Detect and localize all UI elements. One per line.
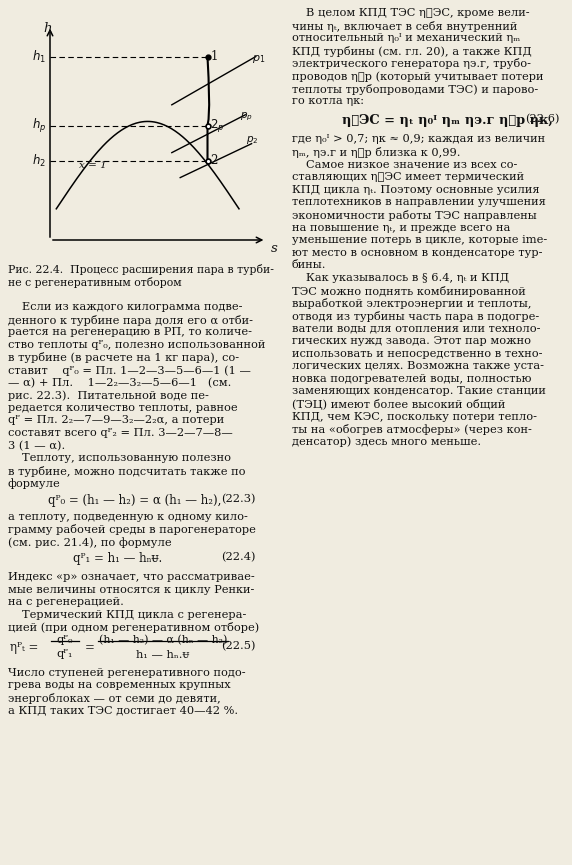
Text: относительный η₀ᴵ и механический ηₘ: относительный η₀ᴵ и механический ηₘ xyxy=(292,33,521,43)
Text: рается на регенерацию в РП, то количе-: рается на регенерацию в РП, то количе- xyxy=(8,327,252,337)
Text: логических целях. Возможна также уста-: логических целях. Возможна также уста- xyxy=(292,362,544,371)
Text: чины ηₜ, включает в себя внутренний: чины ηₜ, включает в себя внутренний xyxy=(292,21,518,32)
Text: (22.5): (22.5) xyxy=(221,641,256,651)
Text: теплоты трубопроводами ТЭС) и парово-: теплоты трубопроводами ТЭС) и парово- xyxy=(292,84,538,94)
Text: редается количество теплоты, равное: редается количество теплоты, равное xyxy=(8,403,237,413)
Text: ставит    qᴾ₀ = Пл. 1—2—3—5—6—1 (1 —: ставит qᴾ₀ = Пл. 1—2—3—5—6—1 (1 — xyxy=(8,365,251,375)
Text: в турбине (в расчете на 1 кг пара), со-: в турбине (в расчете на 1 кг пара), со- xyxy=(8,352,239,363)
Text: не с регенеративным отбором: не с регенеративным отбором xyxy=(8,277,182,288)
Text: а теплоту, подведенную к одному кило-: а теплоту, подведенную к одному кило- xyxy=(8,511,248,522)
Text: $p_2$: $p_2$ xyxy=(247,134,259,146)
Text: (см. рис. 21.4), по формуле: (см. рис. 21.4), по формуле xyxy=(8,537,172,548)
Text: $h_2$: $h_2$ xyxy=(32,153,46,169)
Text: использовать и непосредственно в техно-: использовать и непосредственно в техно- xyxy=(292,349,542,359)
Text: на с регенерацией.: на с регенерацией. xyxy=(8,597,124,607)
Text: h₁ — hₙ.ᵾ: h₁ — hₙ.ᵾ xyxy=(136,650,190,660)
Text: =: = xyxy=(85,641,95,654)
Text: грева воды на современных крупных: грева воды на современных крупных xyxy=(8,680,231,690)
Text: Как указывалось в § 6.4, ηₜ и КПД: Как указывалось в § 6.4, ηₜ и КПД xyxy=(306,273,509,283)
Text: мые величины относятся к циклу Ренки-: мые величины относятся к циклу Ренки- xyxy=(8,585,255,594)
Text: составят всего qᴾ₂ = Пл. 3—2—7—8—: составят всего qᴾ₂ = Пл. 3—2—7—8— xyxy=(8,428,233,438)
Text: уменьшение потерь в цикле, которые ime-: уменьшение потерь в цикле, которые ime- xyxy=(292,235,547,245)
Text: а КПД таких ТЭС достигает 40—42 %.: а КПД таких ТЭС достигает 40—42 %. xyxy=(8,705,238,715)
Text: (22.6): (22.6) xyxy=(526,114,560,124)
Text: Индекс «р» означает, что рассматривае-: Индекс «р» означает, что рассматривае- xyxy=(8,572,255,582)
Text: экономичности работы ТЭС направлены: экономичности работы ТЭС направлены xyxy=(292,210,537,221)
Text: выработкой электроэнергии и теплоты,: выработкой электроэнергии и теплоты, xyxy=(292,298,531,309)
Text: s: s xyxy=(271,242,277,255)
Text: КПД турбины (см. гл. 20), а также КПД: КПД турбины (см. гл. 20), а также КПД xyxy=(292,46,532,57)
Text: ставляющих ηᐢЭС имеет термический: ставляющих ηᐢЭС имеет термический xyxy=(292,172,524,183)
Text: КПД цикла ηₜ. Поэтому основные усилия: КПД цикла ηₜ. Поэтому основные усилия xyxy=(292,185,539,195)
Text: ηᴾₜ =: ηᴾₜ = xyxy=(10,641,38,654)
Text: qᴾ₁: qᴾ₁ xyxy=(57,649,73,659)
Text: qᴾ₁ = h₁ — hₙᵾ.: qᴾ₁ = h₁ — hₙᵾ. xyxy=(73,553,162,566)
Text: 3 (1 — α).: 3 (1 — α). xyxy=(8,440,65,451)
Text: формуле: формуле xyxy=(8,478,61,490)
Text: рис. 22.3).  Питательной воде пе-: рис. 22.3). Питательной воде пе- xyxy=(8,390,209,400)
Text: Теплоту, использованную полезно: Теплоту, использованную полезно xyxy=(22,453,231,463)
Text: $2_p$: $2_p$ xyxy=(210,117,225,134)
Text: $h_1$: $h_1$ xyxy=(32,49,46,65)
Text: Если из каждого килограмма подве-: Если из каждого килограмма подве- xyxy=(22,302,243,312)
Text: го котла ηк:: го котла ηк: xyxy=(292,96,364,106)
Text: ство теплоты qᴾ₀, полезно использованной: ство теплоты qᴾ₀, полезно использованной xyxy=(8,340,265,349)
Text: Число ступеней регенеративного подо-: Число ступеней регенеративного подо- xyxy=(8,668,245,677)
Text: энергоблоках — от семи до девяти,: энергоблоках — от семи до девяти, xyxy=(8,693,221,704)
Text: ηₘ, ηэ.г и ηᐢр близка к 0,99.: ηₘ, ηэ.г и ηᐢр близка к 0,99. xyxy=(292,147,460,158)
Text: $p_p$: $p_p$ xyxy=(240,111,253,124)
Text: x = 1: x = 1 xyxy=(80,161,107,170)
Text: теплотехников в направлении улучшения: теплотехников в направлении улучшения xyxy=(292,197,546,208)
Text: грамму рабочей среды в парогенераторе: грамму рабочей среды в парогенераторе xyxy=(8,524,256,535)
Text: ηᐢЭС = ηₜ η₀ᴵ ηₘ ηэ.г ηᐢр ηк,: ηᐢЭС = ηₜ η₀ᴵ ηₘ ηэ.г ηᐢр ηк, xyxy=(342,114,553,127)
Text: проводов ηᐢр (который учитывает потери: проводов ηᐢр (который учитывает потери xyxy=(292,71,543,81)
Text: 2: 2 xyxy=(210,155,218,168)
Text: (h₁ — h₂) — α (hₙ — h₂): (h₁ — h₂) — α (hₙ — h₂) xyxy=(99,635,227,645)
Text: бины.: бины. xyxy=(292,260,327,271)
Text: где η₀ᴵ > 0,7; ηк ≈ 0,9; каждая из величин: где η₀ᴵ > 0,7; ηк ≈ 0,9; каждая из велич… xyxy=(292,134,545,144)
Text: qᴾ₀: qᴾ₀ xyxy=(57,635,73,645)
Text: ТЭС можно поднять комбинированной: ТЭС можно поднять комбинированной xyxy=(292,285,526,297)
Text: (22.4): (22.4) xyxy=(221,553,256,563)
Text: h: h xyxy=(43,22,52,35)
Text: (22.3): (22.3) xyxy=(221,494,256,504)
Text: qᴾ₀ = (h₁ — h₂) = α (h₁ — h₂),: qᴾ₀ = (h₁ — h₂) = α (h₁ — h₂), xyxy=(48,494,221,507)
Text: ватели воды для отопления или техноло-: ватели воды для отопления или техноло- xyxy=(292,324,541,333)
Text: Самое низкое значение из всех со-: Самое низкое значение из всех со- xyxy=(306,160,518,170)
Text: новка подогревателей воды, полностью: новка подогревателей воды, полностью xyxy=(292,374,531,384)
Text: 1: 1 xyxy=(210,50,218,63)
Text: гических нужд завода. Этот пар можно: гических нужд завода. Этот пар можно xyxy=(292,336,531,346)
Text: электрического генератора ηэ.г, трубо-: электрического генератора ηэ.г, трубо- xyxy=(292,59,531,69)
Text: КПД, чем КЭС, поскольку потери тепло-: КПД, чем КЭС, поскольку потери тепло- xyxy=(292,412,537,421)
Text: денного к турбине пара доля его α отби-: денного к турбине пара доля его α отби- xyxy=(8,315,253,325)
Text: ют место в основном в конденсаторе тур-: ют место в основном в конденсаторе тур- xyxy=(292,247,542,258)
Text: Термический КПД цикла с регенера-: Термический КПД цикла с регенера- xyxy=(22,610,247,620)
Text: отводя из турбины часть пара в подогре-: отводя из турбины часть пара в подогре- xyxy=(292,311,539,322)
Text: В целом КПД ТЭС ηᐢЭС, кроме вели-: В целом КПД ТЭС ηᐢЭС, кроме вели- xyxy=(306,8,530,18)
Text: — α) + Пл.    1—2₂—3₂—5—6—1   (см.: — α) + Пл. 1—2₂—3₂—5—6—1 (см. xyxy=(8,378,232,388)
Text: заменяющих конденсатор. Такие станции: заменяющих конденсатор. Такие станции xyxy=(292,387,546,396)
Text: ты на «обогрев атмосферы» (через кон-: ты на «обогрев атмосферы» (через кон- xyxy=(292,424,532,435)
Text: $p_1$: $p_1$ xyxy=(252,53,265,65)
Text: qᴾ = Пл. 2₂—7—9—3₂—2₂α, а потери: qᴾ = Пл. 2₂—7—9—3₂—2₂α, а потери xyxy=(8,415,224,426)
Text: цией (при одном регенеративном отборе): цией (при одном регенеративном отборе) xyxy=(8,623,259,633)
Text: Рис. 22.4.  Процесс расширения пара в турби-: Рис. 22.4. Процесс расширения пара в тур… xyxy=(8,264,274,275)
Text: на повышение ηₜ, и прежде всего на: на повышение ηₜ, и прежде всего на xyxy=(292,222,510,233)
Text: $h_p$: $h_p$ xyxy=(32,117,46,135)
Text: в турбине, можно подсчитать также по: в турбине, можно подсчитать также по xyxy=(8,465,245,477)
Text: (ТЭЦ) имеют более высокий общий: (ТЭЦ) имеют более высокий общий xyxy=(292,399,506,410)
Text: денсатор) здесь много меньше.: денсатор) здесь много меньше. xyxy=(292,437,481,447)
